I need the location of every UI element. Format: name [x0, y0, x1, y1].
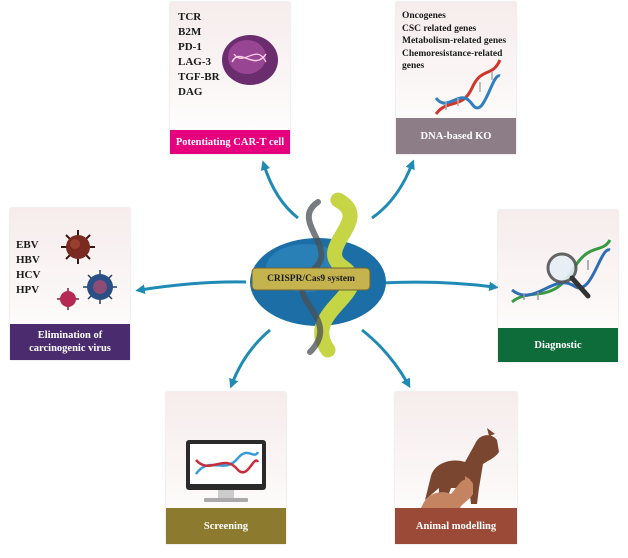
virus-icon	[57, 230, 117, 310]
virus-title-line2: carcinogenic virus	[29, 343, 111, 354]
dna-helix-icon	[434, 59, 502, 115]
arrow-to-cart	[260, 160, 299, 220]
cart-item: TGF-BR	[178, 71, 220, 83]
virus-item: HCV	[16, 269, 41, 281]
virus-title-line1: Elimination of	[37, 330, 103, 341]
cart-title: Potentiating CAR-T cell	[170, 130, 290, 154]
cart-item: LAG-3	[178, 56, 211, 68]
cart-item: PD-1	[178, 41, 202, 53]
cart-item: B2M	[178, 26, 202, 38]
monitor-icon	[186, 440, 266, 502]
dna-ko-item: Chemoresistance-related	[402, 48, 503, 59]
dna-ko-title: DNA-based KO	[396, 118, 516, 154]
screening-title: Screening	[166, 508, 286, 544]
diagnostic-title: Diagnostic	[498, 328, 618, 362]
virus-list: EBV HBV HCV HPV	[16, 238, 40, 298]
dna-magnifier-icon	[511, 239, 612, 304]
dna-ko-item: genes	[402, 61, 425, 71]
t-cell-icon	[222, 35, 278, 85]
panel-diagnostic: Diagnostic	[498, 210, 618, 362]
arrow-to-diagnostic	[379, 280, 499, 292]
arrow-to-virus	[135, 280, 247, 295]
dna-ko-item: CSC related genes	[402, 23, 477, 34]
arrow-to-dna-ko	[371, 159, 415, 220]
cart-target-list: TCR B2M PD-1 LAG-3 TGF-BR DAG	[178, 10, 220, 100]
dna-ko-item: Metabolism-related genes	[402, 36, 507, 46]
virus-title: Elimination of carcinogenic virus	[10, 324, 130, 360]
arrow-to-screening	[229, 328, 271, 389]
panel-animal: Animal modelling	[395, 392, 517, 544]
panel-cart: TCR B2M PD-1 LAG-3 TGF-BR DAG Potentiati…	[170, 2, 290, 154]
panel-screening: Screening	[166, 392, 286, 544]
dna-ko-target-list: Oncogenes CSC related genes Metabolism-r…	[402, 10, 506, 73]
virus-item: HBV	[16, 254, 40, 266]
cart-item: TCR	[178, 11, 202, 23]
crispr-label: CRISPR/Cas9 system	[267, 274, 355, 284]
arrow-to-animal	[361, 328, 411, 389]
animal-title: Animal modelling	[395, 508, 517, 544]
panel-dna-ko: Oncogenes CSC related genes Metabolism-r…	[396, 2, 516, 154]
dog-cat-icon	[417, 428, 499, 516]
virus-item: HPV	[16, 284, 40, 296]
virus-item: EBV	[16, 239, 39, 251]
cart-item: DAG	[178, 86, 203, 98]
crispr-label-box	[251, 267, 371, 291]
dna-ko-item: Oncogenes	[402, 11, 446, 21]
panel-virus: EBV HBV HCV HPV Elimination of carcinoge…	[10, 208, 130, 360]
